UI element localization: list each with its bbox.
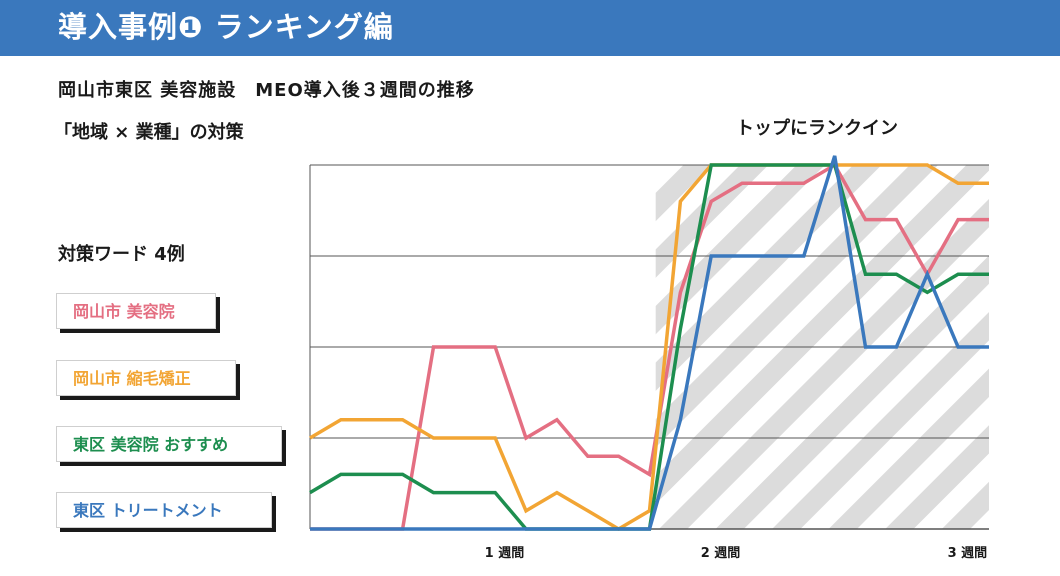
series-line-blue (310, 155, 989, 531)
x-tick-label: 1 週間 (485, 546, 525, 561)
series-line-pink (310, 162, 989, 531)
series-line-orange (309, 163, 989, 532)
header-bar: 導入事例❶ ランキング編 (0, 0, 1060, 56)
keywords-heading: 対策ワード 4例 (58, 244, 185, 265)
x-tick-label: 3 週間 (948, 546, 988, 561)
page-title: 導入事例❶ ランキング編 (58, 10, 394, 44)
top-rank-annotation: トップにランクイン (736, 118, 898, 139)
keyword-label-pink: 岡山市 美容院 (56, 293, 216, 329)
keyword-label-blue: 東区 トリートメント (56, 492, 272, 528)
keyword-label-green: 東区 美容院 おすすめ (56, 426, 282, 462)
strategy-subtitle: 「地域 × 業種」の対策 (54, 122, 244, 143)
chart-subtitle: 岡山市東区 美容施設 MEO導入後３週間の推移 (58, 80, 475, 101)
keyword-label-orange: 岡山市 縮毛矯正 (56, 360, 236, 396)
x-tick-label: 2 週間 (701, 546, 741, 561)
